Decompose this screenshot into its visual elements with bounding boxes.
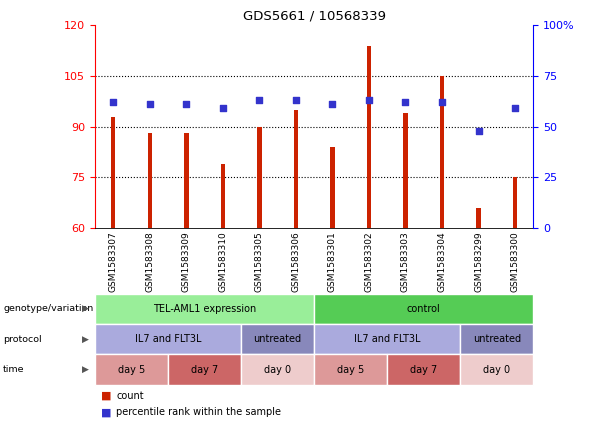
Text: GSM1583306: GSM1583306 [291, 231, 300, 292]
Text: untreated: untreated [254, 334, 302, 344]
Text: GSM1583307: GSM1583307 [109, 231, 118, 292]
Bar [440, 76, 444, 228]
Text: day 7: day 7 [191, 365, 218, 375]
Bar [168, 354, 241, 385]
Point [109, 99, 118, 106]
Text: time: time [3, 365, 25, 374]
Bar [257, 127, 262, 228]
Bar [111, 117, 115, 228]
Text: control: control [407, 304, 441, 314]
Point [400, 99, 410, 106]
Text: ■: ■ [101, 407, 112, 418]
Text: ▶: ▶ [82, 365, 89, 374]
Text: GSM1583300: GSM1583300 [511, 231, 520, 292]
Text: count: count [116, 390, 144, 401]
Text: untreated: untreated [473, 334, 521, 344]
Bar [184, 133, 189, 228]
Bar [95, 354, 168, 385]
Bar [330, 147, 335, 228]
Text: TEL-AML1 expression: TEL-AML1 expression [153, 304, 256, 314]
Bar [95, 324, 241, 354]
Bar [148, 133, 152, 228]
Bar [294, 110, 298, 228]
Point [327, 101, 337, 108]
Text: ▶: ▶ [82, 335, 89, 344]
Text: IL7 and FLT3L: IL7 and FLT3L [135, 334, 201, 344]
Text: genotype/variation: genotype/variation [3, 304, 93, 313]
Point [254, 97, 264, 104]
Text: GSM1583310: GSM1583310 [218, 231, 227, 292]
Text: ▶: ▶ [82, 304, 89, 313]
Text: IL7 and FLT3L: IL7 and FLT3L [354, 334, 421, 344]
Point [510, 105, 520, 112]
Point [474, 127, 484, 134]
Point [437, 99, 447, 106]
Text: GSM1583302: GSM1583302 [365, 231, 373, 292]
Bar [387, 354, 460, 385]
Bar [95, 294, 314, 324]
Text: percentile rank within the sample: percentile rank within the sample [116, 407, 281, 418]
Bar [476, 208, 481, 228]
Bar [314, 354, 387, 385]
Bar [403, 113, 408, 228]
Text: day 5: day 5 [337, 365, 364, 375]
Bar [221, 164, 225, 228]
Bar [513, 177, 517, 228]
Text: GSM1583301: GSM1583301 [328, 231, 337, 292]
Text: GSM1583308: GSM1583308 [145, 231, 154, 292]
Text: day 0: day 0 [483, 365, 511, 375]
Bar [314, 324, 460, 354]
Text: GSM1583304: GSM1583304 [438, 231, 446, 292]
Text: ■: ■ [101, 390, 112, 401]
Bar [241, 354, 314, 385]
Point [181, 101, 191, 108]
Bar [314, 294, 533, 324]
Point [145, 101, 154, 108]
Text: GSM1583309: GSM1583309 [182, 231, 191, 292]
Text: GSM1583305: GSM1583305 [255, 231, 264, 292]
Text: day 5: day 5 [118, 365, 145, 375]
Point [218, 105, 228, 112]
Bar [241, 324, 314, 354]
Bar [460, 324, 533, 354]
Bar [460, 354, 533, 385]
Bar [367, 46, 371, 228]
Title: GDS5661 / 10568339: GDS5661 / 10568339 [243, 10, 386, 23]
Text: day 7: day 7 [410, 365, 437, 375]
Text: GSM1583299: GSM1583299 [474, 231, 483, 292]
Text: protocol: protocol [3, 335, 42, 344]
Point [291, 97, 301, 104]
Point [364, 97, 374, 104]
Text: day 0: day 0 [264, 365, 291, 375]
Text: GSM1583303: GSM1583303 [401, 231, 410, 292]
